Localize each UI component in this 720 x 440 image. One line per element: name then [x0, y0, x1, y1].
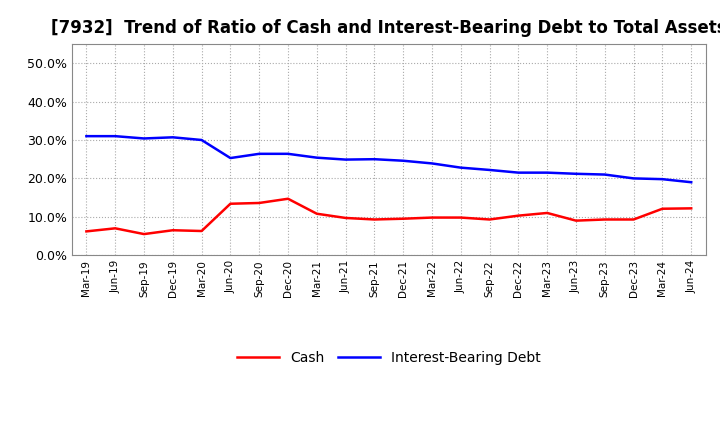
Interest-Bearing Debt [399, 158, 408, 163]
Interest-Bearing Debt [485, 167, 494, 172]
Cash [399, 216, 408, 221]
Cash [485, 217, 494, 222]
Line: Interest-Bearing Debt: Interest-Bearing Debt [86, 136, 691, 182]
Interest-Bearing Debt [284, 151, 292, 157]
Interest-Bearing Debt [370, 157, 379, 162]
Legend: Cash, Interest-Bearing Debt: Cash, Interest-Bearing Debt [232, 346, 546, 371]
Interest-Bearing Debt [312, 155, 321, 160]
Cash [658, 206, 667, 211]
Interest-Bearing Debt [226, 155, 235, 161]
Interest-Bearing Debt [514, 170, 523, 175]
Cash [82, 229, 91, 234]
Interest-Bearing Debt [197, 137, 206, 143]
Interest-Bearing Debt [255, 151, 264, 157]
Cash [226, 201, 235, 206]
Cash [111, 226, 120, 231]
Line: Cash: Cash [86, 199, 691, 234]
Interest-Bearing Debt [140, 136, 148, 141]
Cash [456, 215, 465, 220]
Interest-Bearing Debt [572, 171, 580, 176]
Cash [255, 200, 264, 205]
Cash [514, 213, 523, 218]
Interest-Bearing Debt [543, 170, 552, 175]
Interest-Bearing Debt [341, 157, 350, 162]
Interest-Bearing Debt [687, 180, 696, 185]
Cash [428, 215, 436, 220]
Interest-Bearing Debt [111, 133, 120, 139]
Interest-Bearing Debt [456, 165, 465, 170]
Cash [140, 231, 148, 237]
Cash [341, 215, 350, 220]
Cash [312, 211, 321, 216]
Cash [284, 196, 292, 202]
Cash [629, 217, 638, 222]
Title: [7932]  Trend of Ratio of Cash and Interest-Bearing Debt to Total Assets: [7932] Trend of Ratio of Cash and Intere… [51, 19, 720, 37]
Cash [370, 217, 379, 222]
Cash [543, 210, 552, 216]
Interest-Bearing Debt [428, 161, 436, 166]
Cash [572, 218, 580, 223]
Cash [600, 217, 609, 222]
Cash [687, 206, 696, 211]
Interest-Bearing Debt [168, 135, 177, 140]
Interest-Bearing Debt [629, 176, 638, 181]
Cash [168, 227, 177, 233]
Cash [197, 228, 206, 234]
Interest-Bearing Debt [82, 133, 91, 139]
Interest-Bearing Debt [600, 172, 609, 177]
Interest-Bearing Debt [658, 176, 667, 182]
